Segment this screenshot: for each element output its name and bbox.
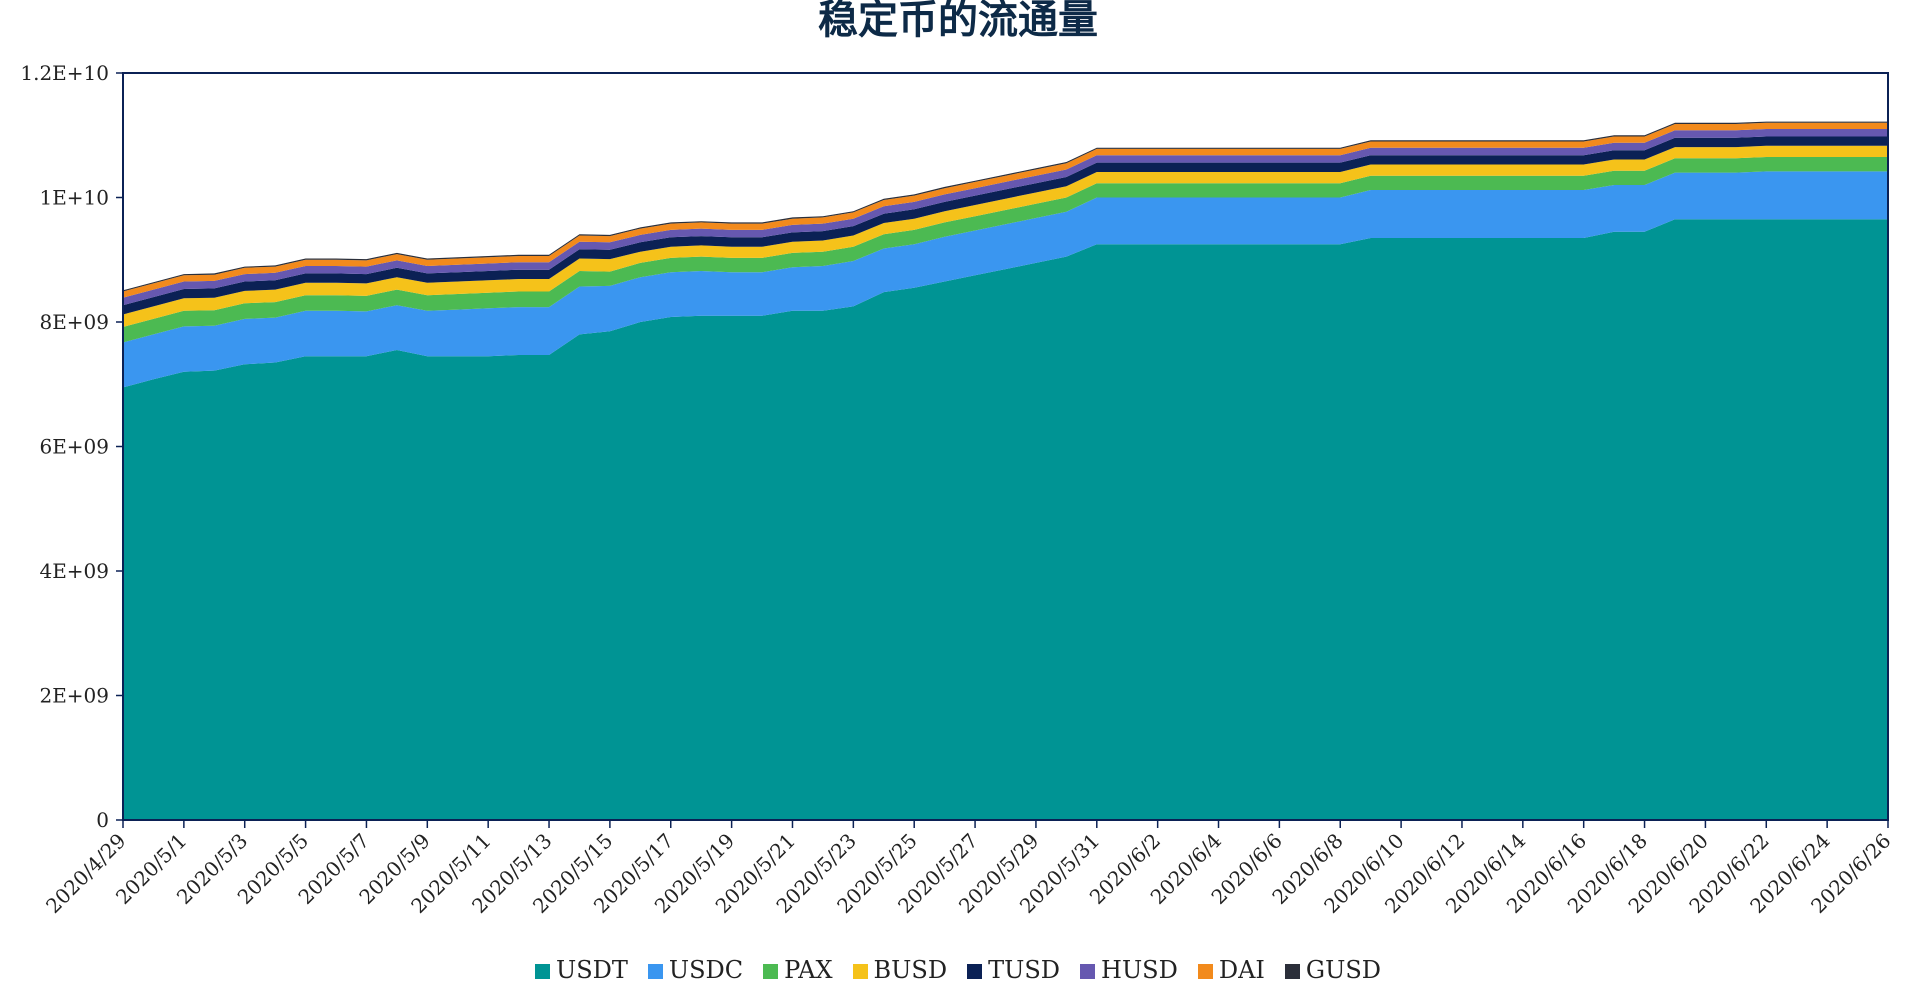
- legend-label: USDC: [668, 956, 744, 984]
- legend-label: GUSD: [1305, 956, 1382, 984]
- y-tick-label: 1.2E+10: [20, 61, 109, 85]
- legend-item-gusd: GUSD: [1284, 956, 1382, 984]
- y-tick-label: 6E+09: [39, 435, 109, 459]
- y-tick-label: 2E+09: [39, 684, 109, 708]
- legend-item-pax: PAX: [763, 956, 833, 984]
- legend-swatch: [1197, 964, 1213, 979]
- legend-swatch: [1284, 964, 1300, 979]
- legend-swatch: [967, 964, 983, 979]
- y-axis: 0 2E+09 4E+09 6E+09 8E+09 1E+10 1.2E+10: [20, 61, 123, 832]
- area-series-group: [123, 121, 1888, 821]
- legend-swatch: [852, 964, 868, 979]
- legend-label: HUSD: [1101, 956, 1178, 984]
- legend-swatch: [647, 964, 663, 979]
- legend-item-tusd: TUSD: [967, 956, 1060, 984]
- area-series-pax: [123, 157, 1888, 343]
- legend-label: USDT: [555, 956, 628, 984]
- legend-swatch: [1080, 964, 1096, 979]
- legend-swatch: [534, 964, 550, 979]
- legend-item-husd: HUSD: [1080, 956, 1178, 984]
- legend-label: DAI: [1218, 956, 1265, 984]
- chart-title: 稳定币的流通量: [818, 0, 1098, 43]
- legend-item-usdt: USDT: [534, 956, 628, 984]
- x-axis: 2020/4/292020/5/12020/5/32020/5/52020/5/…: [41, 820, 1896, 918]
- y-tick-label: 4E+09: [39, 559, 109, 583]
- legend-item-usdc: USDC: [647, 956, 744, 984]
- legend-label: PAX: [784, 956, 833, 984]
- y-tick-label: 0: [96, 808, 109, 832]
- area-series-usdc: [123, 171, 1888, 388]
- legend-item-busd: BUSD: [852, 956, 948, 984]
- y-tick-label: 1E+10: [39, 186, 109, 210]
- area-series-usdt: [123, 219, 1888, 821]
- x-tick-label: 2020/4/29: [41, 829, 130, 918]
- legend: USDT USDC PAX BUSD TUSD HUSD DAI GUSD: [0, 956, 1916, 984]
- y-tick-label: 8E+09: [39, 310, 109, 334]
- legend-item-dai: DAI: [1197, 956, 1265, 984]
- legend-label: BUSD: [873, 956, 948, 984]
- legend-label: TUSD: [988, 956, 1061, 984]
- legend-swatch: [763, 964, 779, 979]
